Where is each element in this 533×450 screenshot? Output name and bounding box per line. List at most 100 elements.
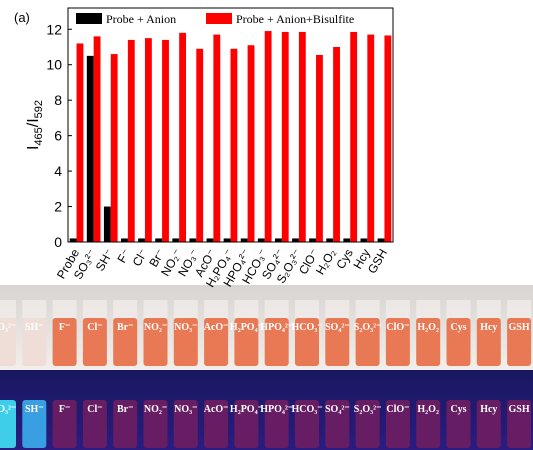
photo-label: NO₂⁻ xyxy=(144,322,167,333)
vial-daylight-top xyxy=(0,300,16,318)
legend-swatch xyxy=(206,13,232,24)
bar xyxy=(224,238,231,242)
bar xyxy=(207,238,214,242)
bar xyxy=(121,238,128,242)
photo-label: SH⁻ xyxy=(25,322,44,333)
bar xyxy=(94,36,101,242)
photo-label: Br⁻ xyxy=(117,322,133,333)
bar xyxy=(138,238,145,242)
photo-label: ClO⁻ xyxy=(386,322,409,333)
vial-daylight-top xyxy=(204,300,228,318)
y-axis-label-part: /I xyxy=(25,118,42,127)
vial-daylight-top xyxy=(295,300,319,318)
y-tick-label: 4 xyxy=(54,163,62,179)
vial-daylight-top xyxy=(53,300,77,318)
photo-label: AcO⁻ xyxy=(204,322,229,333)
vial-daylight-top xyxy=(234,300,258,318)
y-tick-label: 2 xyxy=(54,199,62,215)
vial-daylight-top xyxy=(447,300,471,318)
photo-label: S₂O₃²⁻ xyxy=(354,322,382,333)
y-axis-label-part: 592 xyxy=(33,100,45,118)
bar xyxy=(343,238,350,242)
x-tick-label: GSH xyxy=(365,247,390,277)
y-tick-label: 0 xyxy=(54,234,62,250)
photo-label: H₂O₂ xyxy=(417,404,439,415)
legend-label: Probe + Anion xyxy=(106,12,176,26)
vial-daylight-top xyxy=(83,300,107,318)
vial-daylight-top xyxy=(325,300,349,318)
vial-daylight-top xyxy=(22,300,46,318)
bar xyxy=(265,31,272,242)
photo-label: Hcy xyxy=(480,404,497,415)
bar xyxy=(231,49,238,242)
photo-label: F⁻ xyxy=(59,404,70,415)
photo-label: H₂O₂ xyxy=(417,322,439,333)
photo-label: Cl⁻ xyxy=(87,322,102,333)
photo-label: S₂O₃²⁻ xyxy=(354,404,382,415)
photo-label: Hcy xyxy=(480,322,497,333)
bar xyxy=(77,43,84,242)
y-tick-label: 6 xyxy=(54,128,62,144)
photo-label: SH⁻ xyxy=(25,404,44,415)
photo-label: Cys xyxy=(450,322,466,333)
legend-swatch xyxy=(76,13,102,24)
photo-label: HCO₃⁻ xyxy=(291,404,322,415)
photo-label: SO₃²⁻ xyxy=(0,404,16,415)
vial-daylight-top xyxy=(113,300,137,318)
vial-daylight-top xyxy=(477,300,501,318)
photo-label: SO₄²⁻ xyxy=(325,404,350,415)
photo-label: Cys xyxy=(450,404,466,415)
photo-label: AcO⁻ xyxy=(204,404,229,415)
bar xyxy=(248,45,255,242)
bar xyxy=(378,238,385,242)
photo-label: NO₂⁻ xyxy=(144,404,167,415)
bar xyxy=(104,207,111,242)
bar xyxy=(241,238,248,242)
bar xyxy=(87,56,94,242)
photo-label: Br⁻ xyxy=(117,404,133,415)
photo-label: HCO₃⁻ xyxy=(291,322,322,333)
bar xyxy=(128,40,135,242)
bar xyxy=(384,35,391,242)
bar xyxy=(350,32,357,242)
vial-daylight-top xyxy=(174,300,198,318)
bar xyxy=(70,238,77,242)
bar xyxy=(275,238,282,242)
photo-label: H₂PO₄⁻ xyxy=(230,404,263,415)
bar xyxy=(155,238,162,242)
photo-label: ClO⁻ xyxy=(386,404,409,415)
bar xyxy=(111,54,118,242)
photo-label: SO₃²⁻ xyxy=(0,322,16,333)
vial-daylight-top xyxy=(416,300,440,318)
photo-label: GSH xyxy=(509,322,530,333)
vial-daylight-top xyxy=(386,300,410,318)
y-axis-label: I465/I592 xyxy=(25,100,45,150)
photo: SO₃²⁻SO₃²⁻SH⁻SH⁻F⁻F⁻Cl⁻Cl⁻Br⁻Br⁻NO₂⁻NO₂⁻… xyxy=(0,285,533,450)
bar xyxy=(162,40,169,242)
bar xyxy=(361,238,368,242)
bar xyxy=(309,238,316,242)
bar xyxy=(367,35,374,242)
photo-label: GSH xyxy=(509,404,530,415)
bar xyxy=(299,32,306,242)
x-tick-label: Cl⁻ xyxy=(130,247,151,269)
y-tick-label: 10 xyxy=(46,57,62,73)
bar xyxy=(258,238,265,242)
photo-label: H₂PO₄⁻ xyxy=(230,322,263,333)
photo-label: SO₄²⁻ xyxy=(325,322,350,333)
bar xyxy=(189,238,196,242)
y-tick-label: 8 xyxy=(54,92,62,108)
photo-label: Cl⁻ xyxy=(87,404,102,415)
vial-daylight-top xyxy=(356,300,380,318)
bar xyxy=(326,238,333,242)
bar xyxy=(213,35,220,242)
vial-daylight-top xyxy=(507,300,531,318)
photo-label: NO₃⁻ xyxy=(174,404,197,415)
vial-daylight-top xyxy=(144,300,168,318)
bar xyxy=(179,33,186,242)
legend-label: Probe + Anion+Bisulfite xyxy=(236,12,354,26)
photo-label: HPO₄²⁻ xyxy=(260,404,293,415)
bar xyxy=(145,38,152,242)
bar xyxy=(196,49,203,242)
bar xyxy=(333,47,340,242)
